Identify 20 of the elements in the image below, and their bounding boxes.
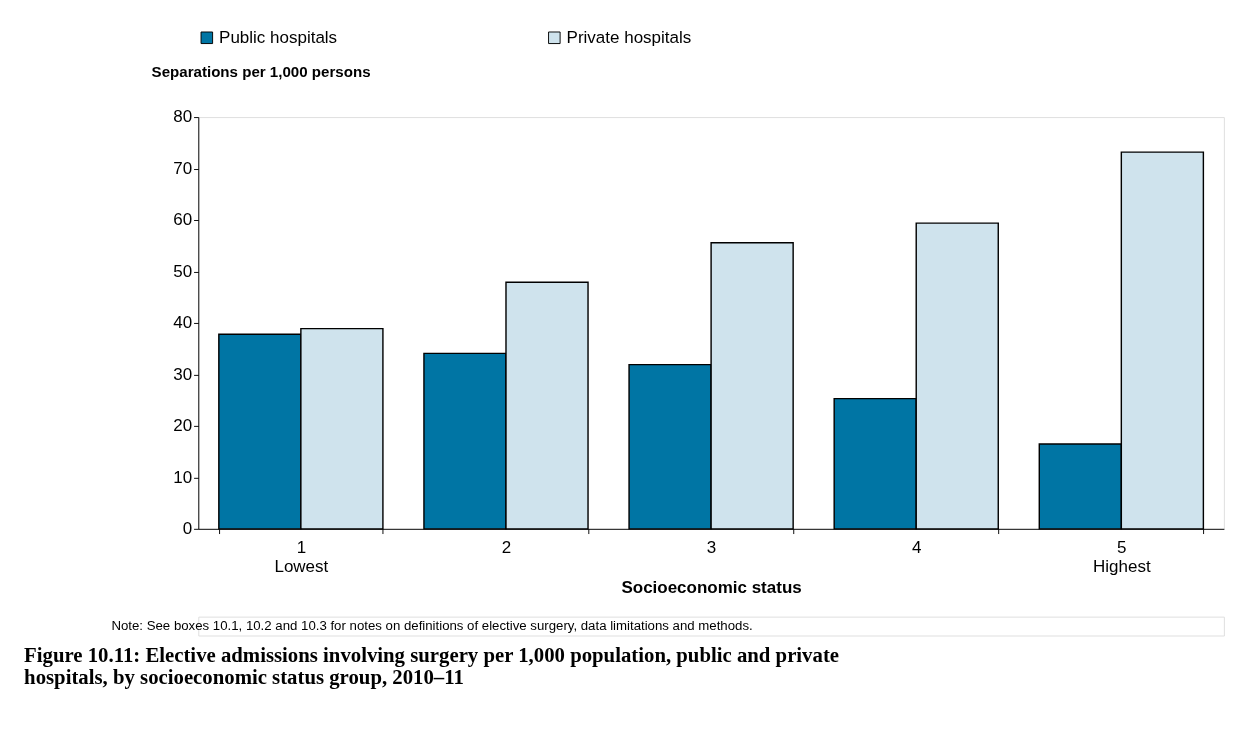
y-tick-label: 80 (173, 107, 193, 127)
x-tick-label: 3 (706, 537, 717, 557)
x-tick-label: 5 Highest (1093, 537, 1151, 576)
text: Figure 10.11: Elective admissions involving surgery per 1,000 population, public and private hospitals, by socioeconomic status group, 2010–11 (24, 642, 840, 690)
x-tick-label: 1 Lowest (274, 537, 329, 576)
y-tick-label: 30 (173, 364, 193, 384)
y-tick-label: 40 (173, 313, 193, 333)
y-tick-label: 10 (173, 467, 193, 487)
y-tick-label: 60 (173, 210, 193, 230)
y-tick-label: 20 (173, 416, 193, 436)
y-tick-label: 70 (173, 158, 193, 178)
y-tick-label: 50 (173, 261, 193, 281)
x-axis-title: Socioeconomic status (621, 577, 802, 597)
x-tick-label: 4 (911, 537, 922, 557)
x-tick-label: 2 (501, 537, 512, 557)
legend-label: Private hospitals (566, 27, 692, 47)
y-tick-label: 0 (182, 519, 193, 539)
legend-label: Public hospitals (219, 27, 338, 47)
text: Note: See boxes 10.1, 10.2 and 10.3 for notes on definitions of elective surgery, data limitations and methods. (111, 617, 753, 633)
y-axis-title: Separations per 1,000 persons (151, 62, 371, 80)
